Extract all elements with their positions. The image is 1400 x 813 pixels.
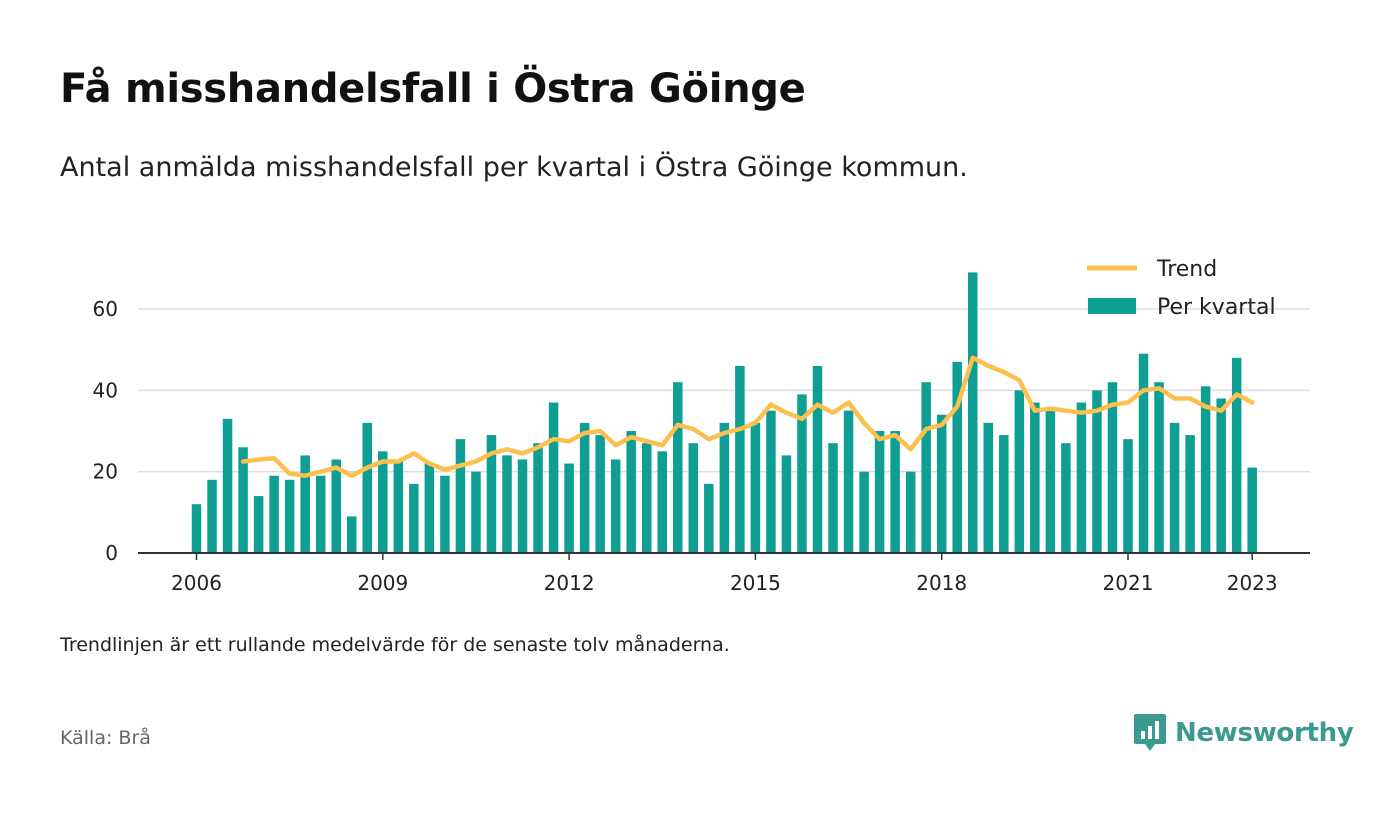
chart-note: Trendlinjen är ett rullande medelvärde f… — [60, 634, 730, 656]
bar — [424, 463, 435, 553]
bar — [673, 382, 683, 553]
x-tick-label: 2021 — [1103, 571, 1154, 595]
bar — [486, 435, 497, 553]
bar — [300, 455, 310, 553]
bar — [1014, 390, 1025, 553]
bar — [315, 475, 326, 553]
bar — [269, 475, 279, 553]
chart: 0 20 40 60 2006 2009 2012 2015 2018 2021 2023 Tren… — [93, 257, 1310, 595]
bar — [735, 365, 745, 553]
bar — [191, 504, 202, 553]
x-tick-label: 2009 — [357, 571, 408, 595]
bar — [905, 471, 916, 553]
bar — [548, 402, 559, 553]
bar — [999, 435, 1009, 553]
bar — [1045, 410, 1056, 553]
bar — [595, 435, 605, 553]
bar — [378, 451, 388, 553]
bar — [284, 479, 295, 553]
x-tick-label: 2006 — [171, 571, 222, 595]
bar — [207, 479, 217, 553]
bar — [766, 410, 776, 553]
bar — [579, 422, 590, 553]
bar — [968, 272, 978, 553]
trend-series — [240, 355, 1255, 478]
bar — [1138, 353, 1149, 553]
bar — [1231, 357, 1242, 553]
bar — [1247, 467, 1257, 553]
bar — [874, 431, 885, 553]
trend-line — [240, 355, 1255, 478]
bar — [1076, 402, 1087, 553]
bar — [812, 365, 823, 553]
bar — [797, 394, 807, 553]
x-tick-label: 2018 — [916, 571, 967, 595]
bar — [393, 459, 404, 553]
bar — [471, 471, 481, 553]
bar — [1092, 390, 1102, 553]
bar — [1169, 422, 1180, 553]
chart-subtitle: Antal anmälda misshandelsfall per kvarta… — [60, 152, 968, 183]
chart-title: Få misshandelsfall i Östra Göinge — [60, 66, 806, 112]
bar — [517, 459, 528, 553]
bar — [952, 361, 962, 553]
bar — [936, 414, 947, 553]
bar — [440, 475, 450, 553]
bar — [781, 455, 792, 553]
bar — [1123, 439, 1133, 553]
y-tick-label: 0 — [105, 541, 118, 565]
axis-layer: 0 20 40 60 2006 2009 2012 2015 2018 2021 2023 — [93, 297, 1310, 595]
bar — [921, 382, 931, 553]
bar — [719, 422, 730, 553]
x-tick-label: 2023 — [1227, 571, 1278, 595]
bar — [502, 455, 512, 553]
bar — [688, 443, 699, 553]
bar — [455, 439, 466, 553]
bar — [331, 459, 341, 553]
bar — [564, 463, 574, 553]
bar — [750, 422, 761, 553]
bar — [610, 459, 621, 553]
brand-logo: Newsworthy — [1133, 711, 1354, 755]
legend: Trend Per kvartal — [1087, 257, 1276, 320]
legend-bar-swatch — [1088, 298, 1136, 314]
bar — [533, 443, 543, 553]
bar — [362, 422, 373, 553]
legend-bar-label: Per kvartal — [1157, 295, 1276, 320]
bar — [1154, 382, 1164, 553]
bar — [238, 447, 248, 553]
bar — [657, 451, 667, 553]
bar — [347, 516, 357, 553]
bar — [222, 418, 233, 553]
newsworthy-logo-icon — [1134, 714, 1166, 751]
bar — [704, 483, 714, 553]
y-tick-label: 40 — [93, 378, 118, 402]
source-label: Källa: Brå — [60, 727, 151, 749]
bar — [1185, 435, 1195, 553]
bar — [1061, 443, 1071, 553]
bar — [253, 496, 264, 553]
bar — [1216, 398, 1226, 553]
bar — [641, 443, 652, 553]
bar — [409, 483, 419, 553]
bar — [983, 422, 994, 553]
bar — [626, 431, 636, 553]
bar — [1030, 402, 1040, 553]
bar — [890, 431, 900, 553]
y-tick-label: 60 — [93, 297, 118, 321]
bar-series — [191, 272, 1257, 553]
bar — [1107, 382, 1118, 553]
bar — [1200, 386, 1211, 553]
legend-trend-label: Trend — [1156, 257, 1217, 282]
x-tick-label: 2015 — [730, 571, 781, 595]
x-tick-label: 2012 — [544, 571, 595, 595]
brand-name: Newsworthy — [1175, 718, 1354, 748]
bar — [859, 471, 869, 553]
bar — [843, 410, 854, 553]
y-tick-label: 20 — [93, 460, 118, 484]
bar — [828, 443, 838, 553]
